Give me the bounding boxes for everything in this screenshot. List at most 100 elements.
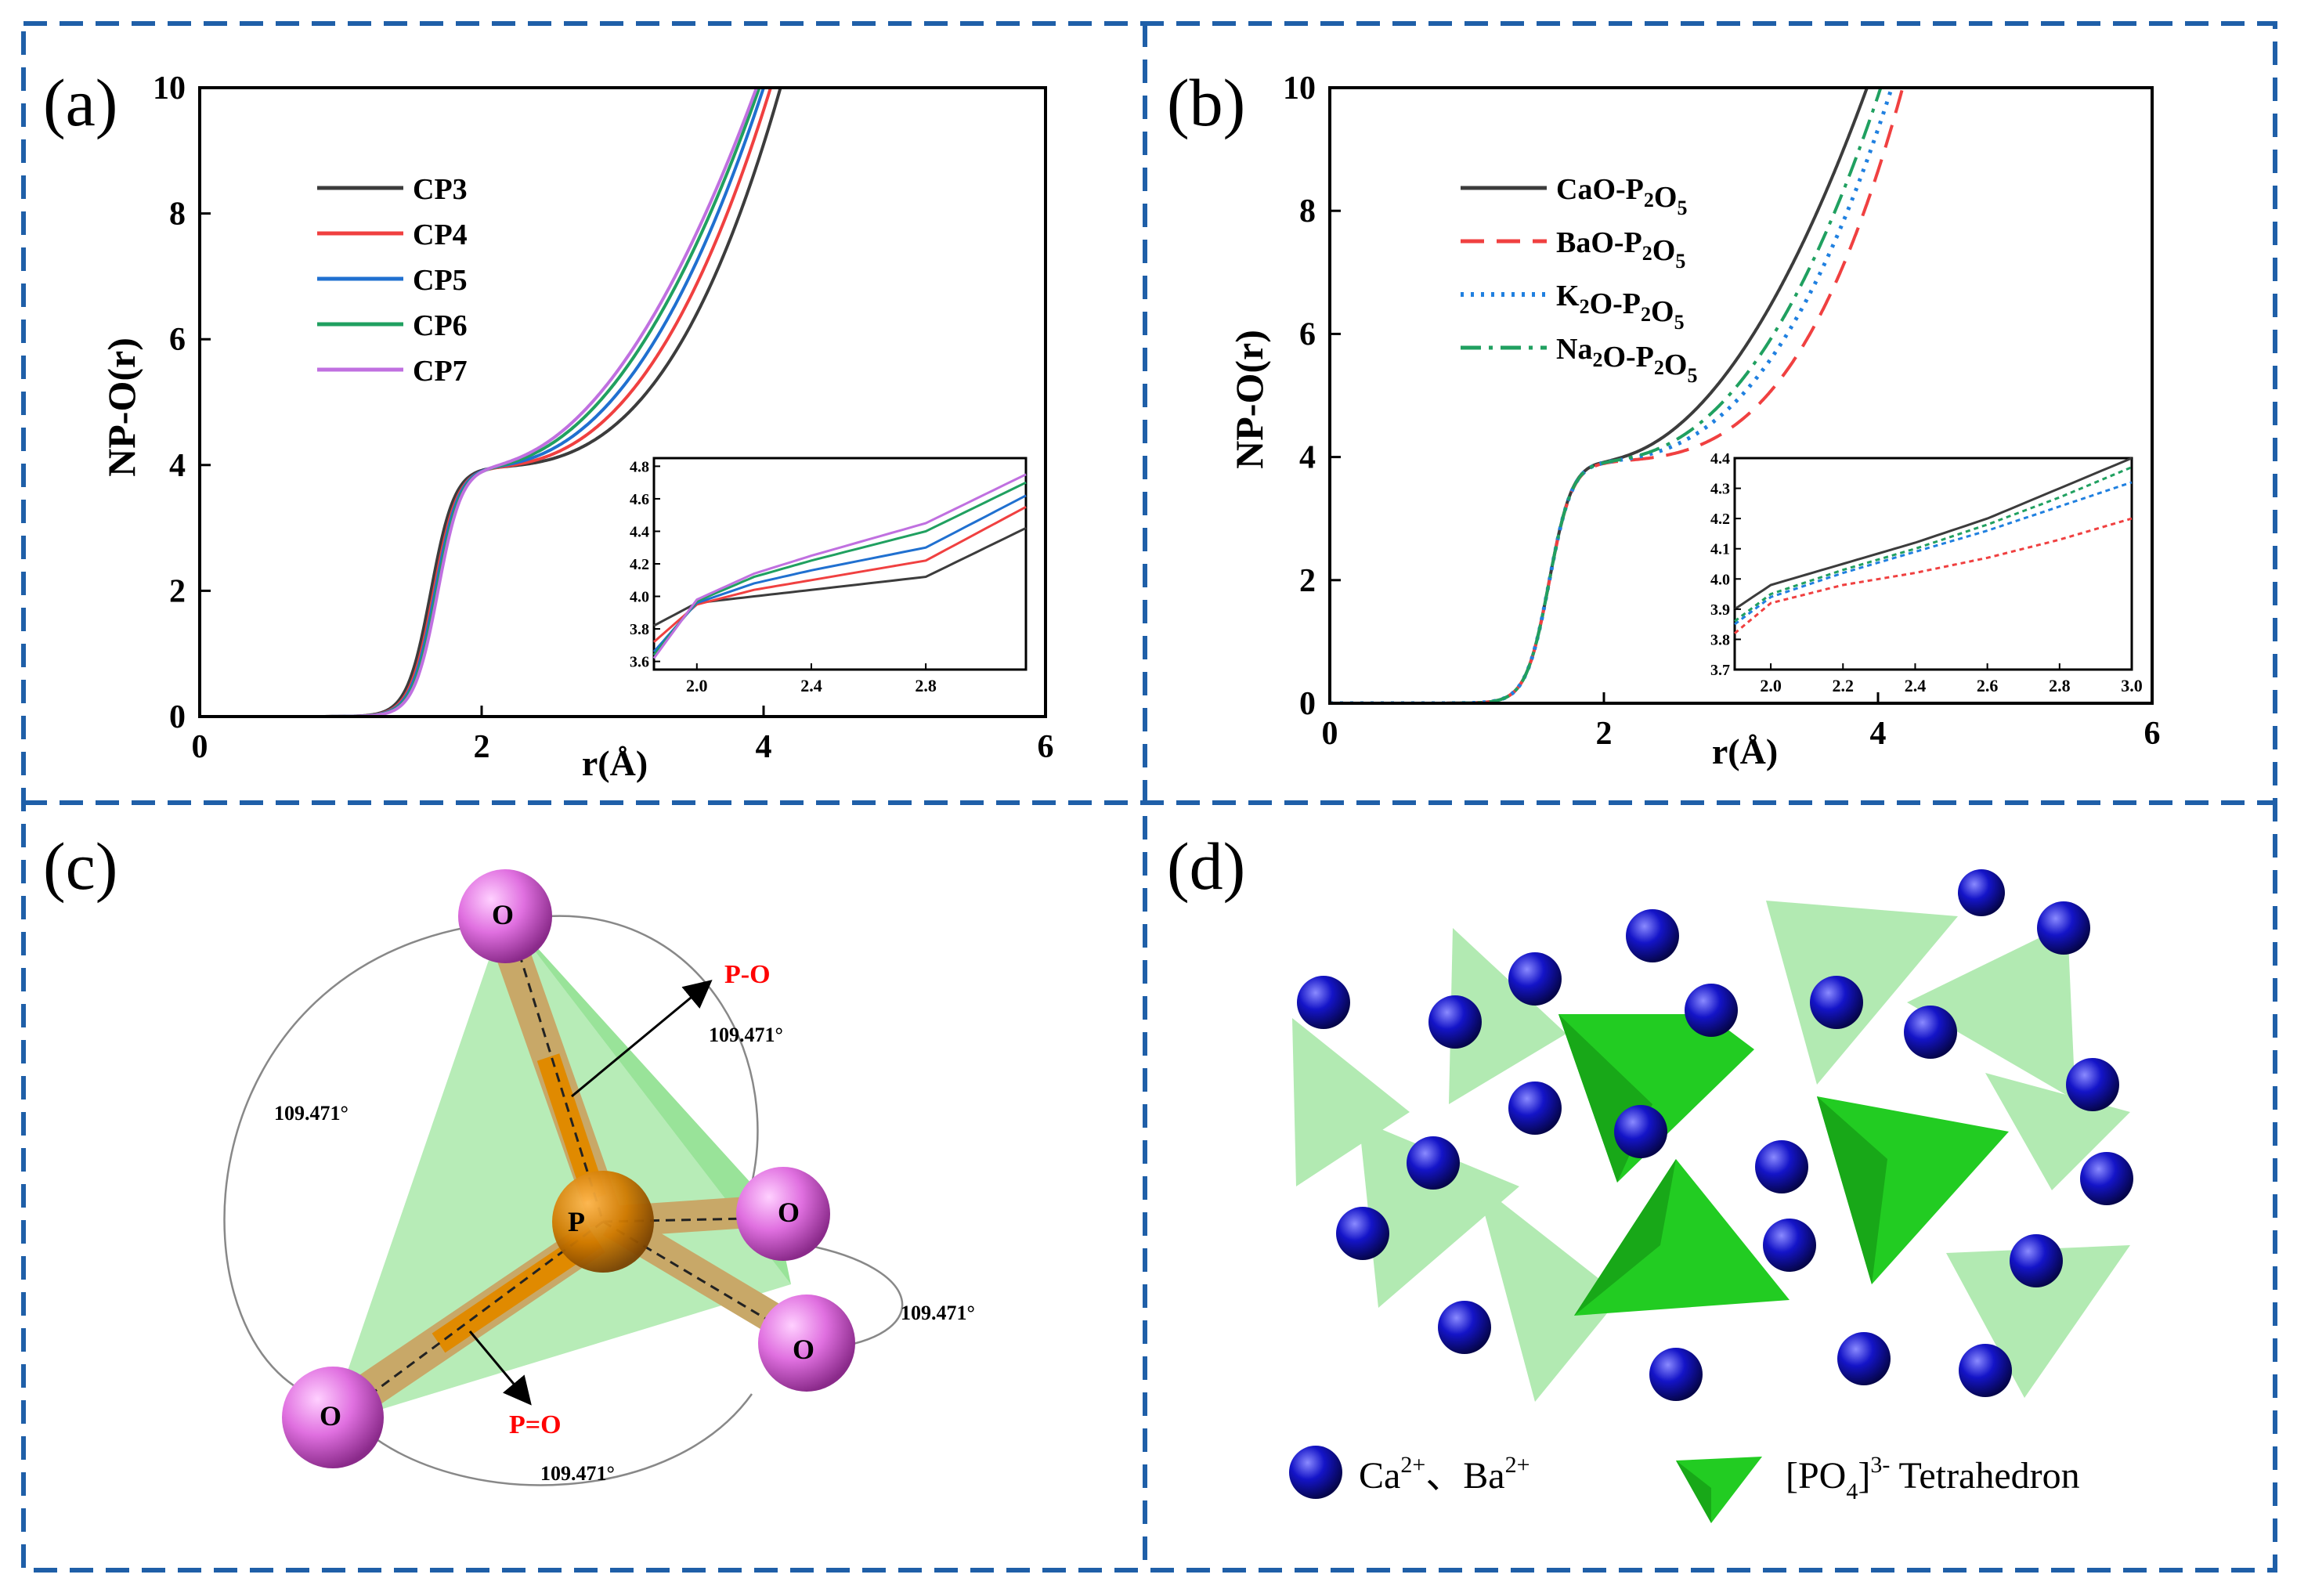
- ion-sphere: [1763, 1219, 1816, 1272]
- inset-y-tick-label: 3.8: [1710, 631, 1730, 648]
- legend-tetrahedron-icon: [1676, 1457, 1762, 1523]
- legend-label: CP4: [413, 218, 468, 251]
- light-tetrahedron: [1766, 901, 1958, 1085]
- inset-series-line-CaO-P2O5: [1734, 457, 2133, 611]
- light-tetrahedron: [1449, 928, 1566, 1104]
- inset-x-tick-label: 2.4: [800, 676, 822, 695]
- inset-x-tick-label: 2.8: [915, 676, 937, 695]
- series-line-BaO-P2O5: [1330, 88, 1905, 703]
- legend-label: CP5: [413, 264, 468, 297]
- chart-b-plot-frame: [1328, 86, 2154, 705]
- light-tetrahedron: [1907, 924, 2075, 1100]
- ion-sphere: [1755, 1140, 1808, 1193]
- oxygen-atom-left: [282, 1367, 384, 1468]
- inset-y-tick-label: 3.8: [630, 621, 649, 638]
- inset-y-tick-label: 3.6: [630, 654, 649, 671]
- chart-b-series: [1330, 88, 1905, 703]
- legend-ions-label: Ca2+、Ba2+: [1359, 1452, 1530, 1497]
- atom-label-p: P: [568, 1206, 585, 1237]
- chart-b-ylabel: NP-O(r): [1227, 330, 1271, 469]
- ion-sphere: [1508, 952, 1562, 1006]
- p-o-arrow: [571, 980, 713, 1098]
- ion-sphere: [1649, 1348, 1703, 1401]
- inset-series-line-CP7: [652, 473, 1027, 659]
- atom-label-o-top: O: [492, 899, 514, 930]
- ion-sphere: [2010, 1234, 2063, 1287]
- ion-sphere: [2080, 1152, 2133, 1205]
- angle-arc-lower-right: [806, 1244, 904, 1349]
- y-tick-label: 10: [153, 70, 186, 107]
- ion-sphere: [2066, 1058, 2119, 1111]
- ion-sphere: [1810, 976, 1863, 1029]
- inset-series-line-BaO-P2O5: [1734, 517, 2133, 634]
- inset-y-tick-label: 4.0: [630, 589, 649, 606]
- ion-sphere: [1837, 1332, 1891, 1385]
- ion-sphere: [1336, 1207, 1389, 1260]
- light-tetrahedron: [1292, 1018, 1410, 1186]
- series-line-CP7: [200, 88, 759, 717]
- ions: [1297, 869, 2133, 1401]
- ion-sphere: [1959, 1344, 2012, 1397]
- inset-x-tick-label: 2.0: [1760, 676, 1782, 695]
- ion-sphere: [1626, 909, 1679, 962]
- label-p-o: P-O: [724, 960, 771, 989]
- x-tick-label: 6: [2144, 716, 2161, 752]
- legend-label: CP6: [413, 309, 468, 342]
- oxygen-atom-top: [458, 869, 552, 963]
- angle-label-bottom: 109.471°: [540, 1462, 615, 1485]
- inset-x-tick-label: 2.6: [1977, 676, 1999, 695]
- inset-x-tick-label: 3.0: [2121, 676, 2143, 695]
- inset-x-tick-label: 2.2: [1833, 676, 1855, 695]
- ion-sphere: [2037, 901, 2090, 955]
- inset-y-tick-label: 4.1: [1710, 541, 1730, 558]
- ion-sphere: [1614, 1105, 1667, 1158]
- ion-sphere: [1428, 995, 1482, 1049]
- angle-arc-bottom: [367, 1393, 753, 1486]
- ion-sphere: [1438, 1301, 1491, 1354]
- inset-y-tick-label: 4.3: [1710, 481, 1730, 498]
- angle-label-lower-right: 109.471°: [901, 1302, 975, 1324]
- bond-dashed-top: [504, 908, 605, 1222]
- inset-y-tick-label: 4.2: [630, 556, 649, 573]
- y-tick-label: 0: [169, 699, 186, 735]
- y-tick-label: 10: [1283, 70, 1316, 107]
- y-tick-label: 2: [1299, 563, 1316, 599]
- dark-tetrahedron-shade: [1817, 1096, 1887, 1284]
- legend-label: CaO-P2O5: [1556, 173, 1687, 219]
- inset-x-tick-label: 2.0: [686, 676, 708, 695]
- inset-y-tick-label: 4.6: [630, 491, 649, 508]
- chart-a-legend: CP3 CP4 CP5 CP6 CP7: [317, 173, 468, 388]
- inset-x-tick-label: 2.8: [2049, 676, 2071, 695]
- y-tick-label: 8: [169, 197, 186, 233]
- legend-ion-sphere: [1289, 1446, 1342, 1499]
- chart-a-series: [200, 88, 782, 717]
- angle-arc-right: [547, 915, 759, 1199]
- ion-sphere: [1297, 976, 1350, 1029]
- panel-label-b: (b): [1167, 65, 1245, 140]
- inset-frame: [1733, 457, 2133, 671]
- chart-a-ylabel: NP-O(r): [99, 338, 143, 477]
- y-tick-label: 8: [1299, 193, 1316, 229]
- angle-arc-left: [223, 919, 533, 1403]
- panel-label-d: (d): [1167, 829, 1245, 904]
- y-tick-label: 2: [169, 573, 186, 609]
- x-tick-label: 0: [192, 729, 208, 765]
- p-double-o-arrow: [468, 1331, 532, 1406]
- angle-label-left: 109.471°: [274, 1102, 349, 1125]
- x-tick-label: 4: [756, 729, 772, 765]
- ion-sphere: [1904, 1006, 1957, 1059]
- panel-label-c: (c): [43, 829, 117, 904]
- dark-tetrahedron: [1574, 1159, 1790, 1316]
- panel-d-structure: Ca2+、Ba2+ [PO4]3- Tetrahedron: [1289, 869, 2133, 1523]
- inset-y-tick-label: 4.0: [1710, 571, 1730, 588]
- atom-label-o-right: O: [778, 1197, 800, 1228]
- y-tick-label: 6: [1299, 316, 1316, 352]
- y-tick-label: 0: [1299, 686, 1316, 722]
- light-tetrahedra: [1292, 901, 2130, 1402]
- inset-x-tick-label: 2.4: [1905, 676, 1927, 695]
- inset-y-tick-label: 4.4: [630, 523, 649, 540]
- tetrahedron-face-back: [329, 912, 791, 1425]
- series-line-Na2O-P2O5: [1330, 88, 1883, 703]
- phosphorus-atom: [552, 1171, 654, 1273]
- inset-y-tick-label: 3.7: [1710, 662, 1730, 679]
